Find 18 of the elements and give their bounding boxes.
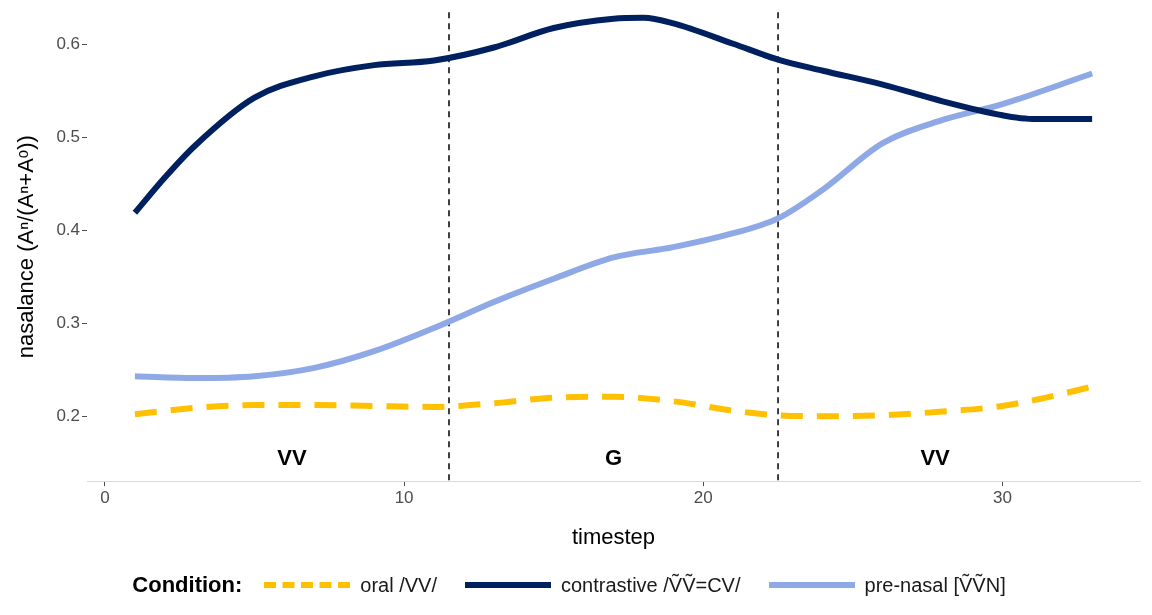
annotation: VV bbox=[277, 445, 307, 471]
legend-label: oral /VV/ bbox=[360, 573, 437, 597]
y-tick-label: 0.3 bbox=[56, 313, 81, 333]
annotation: VV bbox=[920, 445, 951, 471]
legend-label: pre-nasal [ṼṼN] bbox=[864, 573, 1006, 597]
annotation: G bbox=[604, 445, 623, 471]
legend-label: contrastive /ṼṼ=CV/ bbox=[560, 573, 741, 597]
x-tick-label: 0 bbox=[100, 488, 110, 508]
y-tick-label: 0.6 bbox=[56, 34, 81, 54]
x-tick-label: 20 bbox=[693, 488, 713, 508]
x-axis-title: timestep bbox=[571, 523, 656, 549]
y-tick-label: 0.2 bbox=[56, 405, 81, 425]
x-tick-label: 30 bbox=[992, 488, 1012, 508]
x-tick-label: 10 bbox=[394, 488, 414, 508]
y-tick-label: 0.4 bbox=[56, 220, 81, 240]
y-tick-label: 0.5 bbox=[56, 127, 81, 147]
legend-title: Condition: bbox=[132, 572, 243, 598]
y-axis-title: nasalance (Aⁿ/(Aⁿ+Aᵒ)) bbox=[13, 135, 39, 359]
